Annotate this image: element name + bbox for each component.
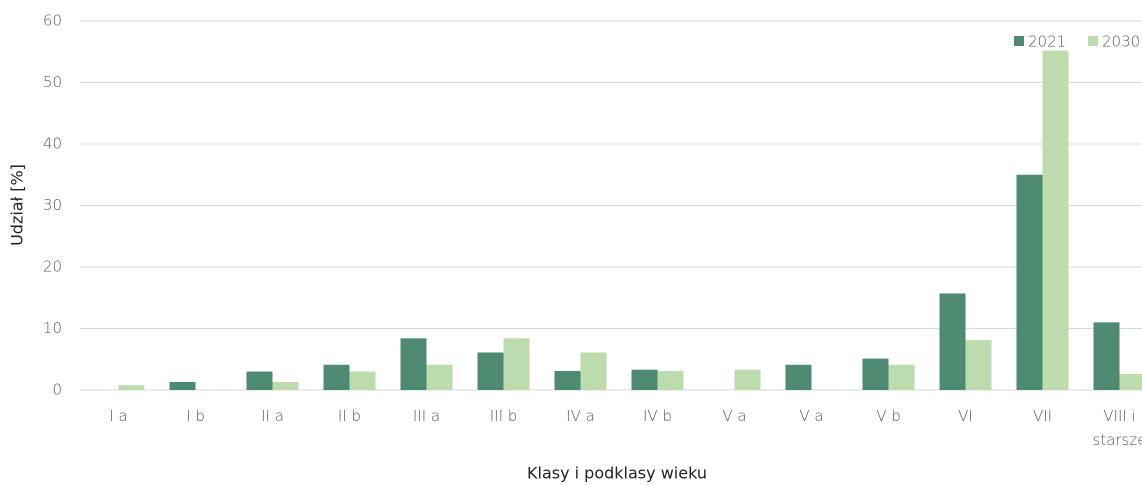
- bar: [349, 371, 376, 390]
- x-tick-label: II b: [337, 407, 362, 425]
- bar: [657, 370, 684, 390]
- bar: [939, 293, 966, 390]
- x-tick-label: VII: [1032, 407, 1053, 425]
- bar: [785, 364, 812, 390]
- y-tick-label: 0: [52, 381, 62, 399]
- legend-label: 2030: [1102, 33, 1140, 51]
- x-tick-label: V a: [722, 407, 747, 425]
- bar: [554, 370, 581, 390]
- y-tick-label: 10: [43, 319, 62, 337]
- x-tick-label: III a: [412, 407, 441, 425]
- y-tick-label: 40: [43, 135, 62, 153]
- x-tick-label: I b: [186, 407, 205, 425]
- bar: [400, 338, 427, 390]
- x-tick-label: VIII i starsze: [1092, 407, 1142, 449]
- bar: [246, 371, 273, 390]
- bar: [1119, 374, 1142, 390]
- bar: [118, 385, 145, 390]
- legend-swatch: [1088, 36, 1098, 46]
- bar: [888, 364, 915, 390]
- y-tick-label: 30: [43, 196, 62, 214]
- x-tick-label: VI: [958, 407, 973, 425]
- x-tick-label: III b: [489, 407, 518, 425]
- bar: [862, 358, 889, 390]
- x-tick-label: I a: [109, 407, 128, 425]
- bar: [503, 338, 530, 390]
- y-tick-label: 50: [43, 73, 62, 91]
- x-tick-label: V b: [876, 407, 901, 425]
- x-tick-label: IV a: [566, 407, 595, 425]
- bar: [323, 364, 350, 390]
- x-tick-label: II a: [261, 407, 284, 425]
- x-tick-label: IV b: [643, 407, 672, 425]
- bar: [631, 369, 658, 390]
- bar: [477, 352, 504, 390]
- x-tick-label: V a: [799, 407, 824, 425]
- bar: [169, 382, 196, 390]
- bar: [734, 369, 761, 390]
- legend-swatch: [1014, 36, 1024, 46]
- legend-label: 2021: [1028, 33, 1066, 51]
- y-tick-label: 20: [43, 258, 62, 276]
- bar: [1042, 50, 1069, 391]
- bar: [1093, 322, 1120, 390]
- bar: [1016, 174, 1043, 390]
- bar: [426, 364, 453, 390]
- bar: [965, 340, 992, 390]
- bar: [272, 382, 299, 390]
- bar: [580, 352, 607, 390]
- y-tick-label: 60: [43, 12, 62, 30]
- x-axis-title: Klasy i podklasy wieku: [527, 464, 707, 483]
- y-axis-title: Udział [%]: [8, 164, 27, 246]
